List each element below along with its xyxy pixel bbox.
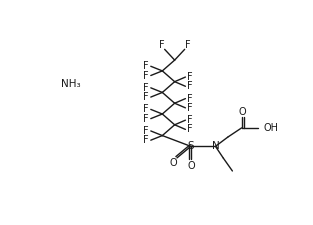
- Text: F: F: [159, 40, 164, 50]
- Text: F: F: [185, 40, 191, 50]
- Text: F: F: [187, 103, 193, 113]
- Text: N: N: [212, 141, 219, 151]
- Text: NH₃: NH₃: [61, 79, 81, 89]
- Text: F: F: [187, 124, 193, 134]
- Text: F: F: [143, 92, 149, 102]
- Text: O: O: [239, 108, 246, 117]
- Text: S: S: [187, 141, 194, 151]
- Text: OH: OH: [264, 123, 279, 133]
- Text: F: F: [143, 70, 149, 81]
- Text: F: F: [143, 114, 149, 124]
- Text: F: F: [143, 135, 149, 145]
- Text: F: F: [187, 115, 193, 125]
- Text: F: F: [187, 94, 193, 104]
- Text: F: F: [187, 81, 193, 91]
- Text: F: F: [143, 104, 149, 114]
- Text: O: O: [188, 161, 195, 171]
- Text: F: F: [187, 72, 193, 82]
- Text: F: F: [143, 126, 149, 136]
- Text: F: F: [143, 61, 149, 71]
- Text: O: O: [169, 158, 177, 168]
- Text: F: F: [143, 83, 149, 93]
